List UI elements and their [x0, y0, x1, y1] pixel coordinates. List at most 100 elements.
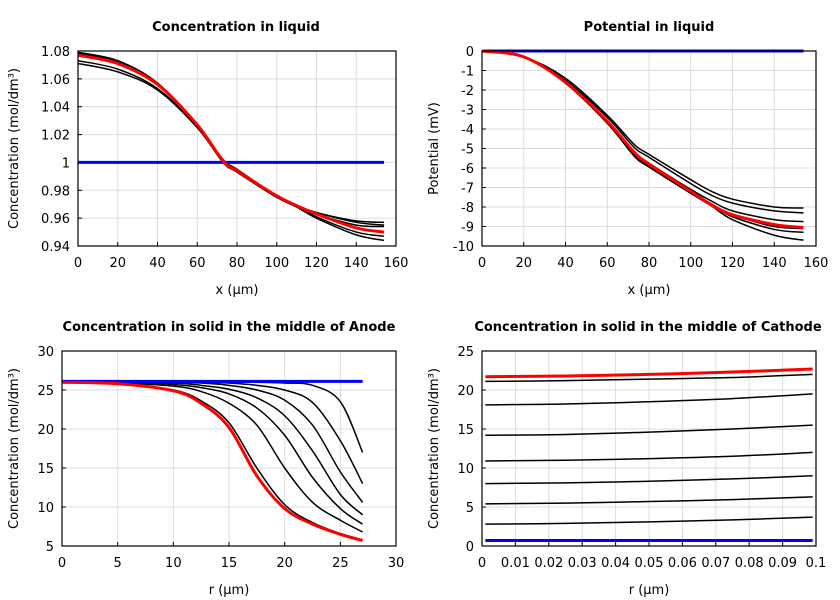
y-tick-label: 30 — [37, 345, 54, 360]
x-tick-label: 0 — [74, 256, 82, 271]
subplot-2: Potential in liquid 0 20 40 60 80 100 120 140 160… — [427, 20, 828, 298]
series-line-3 — [485, 424, 813, 436]
y-tick-label: -5 — [461, 143, 474, 158]
x-tick-label: 60 — [189, 256, 206, 271]
chart-title: Concentration in solid in the middle of … — [63, 320, 396, 335]
x-tick-label: 5 — [114, 556, 122, 571]
series-line-6 — [481, 50, 804, 241]
y-tick-label: 25 — [37, 384, 54, 399]
x-tick-label: 0.09 — [768, 556, 797, 571]
series-line-2 — [485, 393, 813, 406]
subplot-1: Concentration in liquid 0 20 40 60 80 100 120 14… — [7, 20, 408, 298]
y-tick-label: 1.06 — [41, 73, 70, 88]
plot-frame — [61, 350, 397, 547]
x-tick-label: 0.02 — [534, 556, 563, 571]
series-line-5 — [77, 51, 385, 242]
x-tick-label: 10 — [165, 556, 182, 571]
series-line-4 — [485, 451, 813, 462]
y-tick-label: 20 — [457, 384, 474, 399]
series-line-9 — [61, 380, 364, 542]
x-axis-label: x (µm) — [628, 283, 671, 298]
series-line-7 — [61, 381, 364, 453]
x-tick-label: 0.08 — [735, 556, 764, 571]
y-tick-label: -9 — [461, 221, 474, 236]
chart-title: Concentration in liquid — [152, 20, 320, 35]
y-tick-label: 10 — [457, 462, 474, 477]
x-tick-label: 30 — [388, 556, 405, 571]
y-tick-label: 5 — [466, 501, 474, 516]
x-tick-label: 20 — [276, 556, 293, 571]
chart-title: Concentration in solid in the middle of … — [474, 320, 822, 335]
x-tick-label: 120 — [304, 256, 329, 271]
y-axis-label: Concentration (mol/dm³) — [427, 368, 442, 529]
y-tick-label: -3 — [461, 104, 474, 119]
y-tick-label: 0 — [466, 540, 474, 555]
x-tick-label: 0.01 — [501, 556, 530, 571]
y-axis-label: Concentration (mol/dm³) — [7, 368, 22, 529]
y-tick-label: 20 — [37, 423, 54, 438]
x-tick-label: 140 — [762, 256, 787, 271]
series-line-4 — [61, 381, 364, 516]
y-tick-label: 1 — [62, 156, 70, 171]
y-tick-label: 0.96 — [41, 212, 70, 227]
x-tick-label: 80 — [641, 256, 658, 271]
x-tick-label: 100 — [678, 256, 703, 271]
series-line-8 — [481, 49, 804, 229]
plot-frame — [481, 50, 817, 247]
x-tick-label: 0.03 — [568, 556, 597, 571]
y-tick-label: 0 — [466, 45, 474, 60]
series-line-2 — [61, 381, 363, 533]
subplot-3: Concentration in solid in the middle of … — [7, 320, 404, 598]
series-line-3 — [481, 50, 804, 223]
series-line-3 — [77, 60, 385, 228]
y-axis-label: Potential (mV) — [427, 102, 442, 195]
x-tick-label: 40 — [557, 256, 574, 271]
series-line-2 — [481, 50, 804, 214]
y-tick-label: -4 — [461, 123, 474, 138]
x-tick-label: 40 — [149, 256, 166, 271]
x-tick-label: 15 — [221, 556, 238, 571]
y-tick-label: -8 — [461, 201, 474, 216]
series-line-1 — [61, 381, 363, 541]
y-tick-label: -7 — [461, 182, 474, 197]
series-line-7 — [485, 516, 813, 525]
x-tick-label: 0 — [478, 256, 486, 271]
x-tick-label: 140 — [344, 256, 369, 271]
y-tick-label: -10 — [453, 240, 474, 255]
y-tick-label: -6 — [461, 162, 474, 177]
y-tick-label: 0.98 — [41, 184, 70, 199]
x-tick-label: 100 — [264, 256, 289, 271]
y-tick-label: 15 — [457, 423, 474, 438]
y-tick-label: 5 — [46, 540, 54, 555]
chart-title: Potential in liquid — [584, 20, 715, 35]
x-tick-label: 160 — [384, 256, 409, 271]
series-line-4 — [481, 50, 804, 230]
x-axis-label: r (µm) — [629, 583, 670, 598]
series-line-5 — [485, 475, 813, 485]
x-tick-label: 20 — [109, 256, 126, 271]
x-tick-label: 0 — [478, 556, 486, 571]
x-axis-label: x (µm) — [216, 283, 259, 298]
x-tick-label: 0.07 — [701, 556, 730, 571]
x-tick-label: 25 — [332, 556, 349, 571]
series-line-2 — [77, 53, 385, 226]
series-line-4 — [77, 62, 385, 237]
series-line-7 — [77, 53, 385, 234]
y-tick-label: 10 — [37, 501, 54, 516]
series-line-6 — [485, 496, 813, 505]
x-tick-label: 80 — [229, 256, 246, 271]
x-tick-label: 60 — [599, 256, 616, 271]
series-line-1 — [77, 51, 385, 224]
x-tick-label: 0 — [58, 556, 66, 571]
series-line-1 — [481, 50, 804, 209]
y-tick-label: 1.04 — [41, 101, 70, 116]
x-tick-label: 0.1 — [806, 556, 827, 571]
y-tick-label: 0.94 — [41, 240, 70, 255]
y-axis-label: Concentration (mol/dm³) — [7, 68, 22, 229]
series-line-3 — [61, 381, 364, 525]
y-tick-label: -2 — [461, 84, 474, 99]
plot-frame — [77, 50, 397, 247]
series-line-9 — [485, 367, 813, 379]
x-tick-label: 120 — [720, 256, 745, 271]
